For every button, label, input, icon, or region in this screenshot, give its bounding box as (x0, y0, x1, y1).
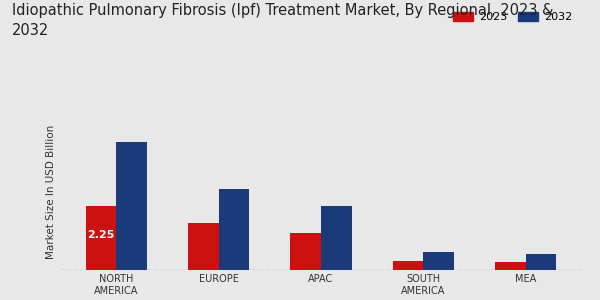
Bar (321, 206, 352, 270)
Bar (218, 189, 250, 270)
Bar (86, 206, 116, 270)
Bar (116, 142, 147, 270)
Bar (392, 262, 424, 270)
Bar (424, 252, 454, 270)
Text: 2.25: 2.25 (87, 230, 115, 240)
Y-axis label: Market Size In USD Billion: Market Size In USD Billion (46, 125, 56, 259)
Bar (188, 223, 218, 270)
Legend: 2023, 2032: 2023, 2032 (449, 7, 577, 27)
Bar (526, 254, 556, 270)
Bar (495, 262, 526, 270)
Text: Idiopathic Pulmonary Fibrosis (Ipf) Treatment Market, By Regional, 2023 &
2032: Idiopathic Pulmonary Fibrosis (Ipf) Trea… (12, 3, 554, 38)
Bar (290, 233, 321, 270)
